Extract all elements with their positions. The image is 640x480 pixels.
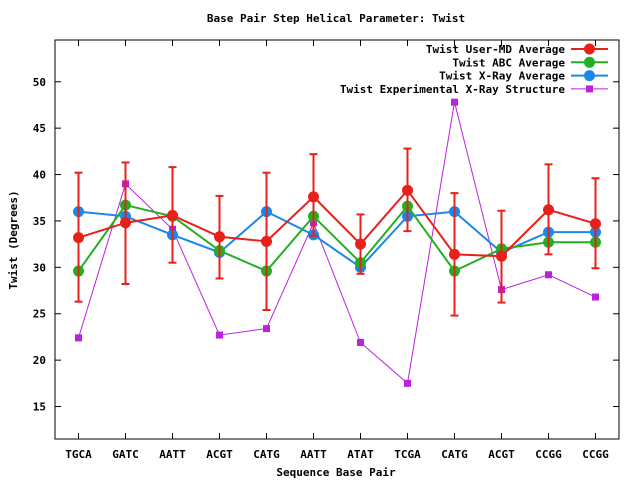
legend-marker: [586, 85, 593, 93]
series-line: [78, 102, 596, 385]
x-tick-label: GATC: [112, 448, 139, 461]
y-tick-label: 30: [33, 261, 46, 274]
y-tick-label: 35: [33, 215, 46, 228]
data-point: [167, 209, 178, 221]
y-tick-label: 15: [33, 401, 46, 414]
data-point: [402, 184, 413, 196]
x-tick-label: AATT: [300, 448, 327, 461]
data-point: [73, 232, 84, 244]
x-tick-label: CATG: [253, 448, 280, 461]
data-point: [449, 248, 460, 260]
axis-ticks: 15 20 25 30 35 40 45 50 TGCA GATC AATT ACGT CATG AATT…: [33, 40, 619, 461]
x-tick-label: TCGA: [394, 448, 421, 461]
data-point: [216, 331, 223, 339]
data-point: [357, 338, 364, 346]
y-tick-label: 40: [33, 169, 46, 182]
data-point: [592, 293, 599, 301]
data-point: [496, 250, 507, 262]
legend-label: Twist ABC Average: [452, 56, 565, 69]
series-line: [78, 188, 596, 258]
x-tick-label: AATT: [159, 448, 186, 461]
legend-label: Twist User-MD Average: [426, 43, 565, 56]
series-1: [73, 199, 601, 277]
legend-marker: [584, 56, 595, 68]
series-line: [77, 204, 596, 273]
chart-title: Base Pair Step Helical Parameter: Twist: [207, 12, 465, 25]
x-tick-label: TGCA: [65, 448, 92, 461]
y-tick-label: 50: [33, 76, 46, 89]
data-point: [355, 238, 366, 250]
y-axis-label: Twist (Degrees): [7, 190, 20, 289]
legend-marker: [584, 70, 595, 82]
data-point: [263, 325, 270, 333]
x-tick-label: CCGG: [582, 448, 609, 461]
data-point: [543, 204, 554, 216]
data-point: [590, 218, 601, 230]
y-tick-label: 25: [33, 308, 46, 321]
y-tick-label: 45: [33, 122, 46, 135]
y-tick-label: 20: [33, 354, 46, 367]
x-tick-label: ACGT: [488, 448, 515, 461]
data-point: [75, 334, 82, 342]
series-layer: [73, 98, 601, 387]
x-tick-label: CATG: [441, 448, 468, 461]
data-point: [308, 191, 319, 203]
x-tick-label: CCGG: [535, 448, 562, 461]
series-3: [75, 98, 599, 387]
data-point: [545, 271, 552, 279]
x-axis-label: Sequence Base Pair: [276, 466, 396, 479]
legend-marker: [584, 43, 595, 55]
legend-label: Twist X-Ray Average: [439, 70, 565, 83]
plot-area-frame: [54, 39, 620, 440]
data-point: [214, 231, 225, 243]
data-point: [404, 379, 411, 387]
data-point: [451, 98, 458, 106]
x-tick-label: ACGT: [206, 448, 233, 461]
legend-label: Twist Experimental X-Ray Structure: [340, 83, 566, 96]
data-point: [261, 235, 272, 247]
series-0: [73, 147, 601, 317]
data-point: [120, 217, 131, 229]
x-tick-label: ATAT: [347, 448, 374, 461]
